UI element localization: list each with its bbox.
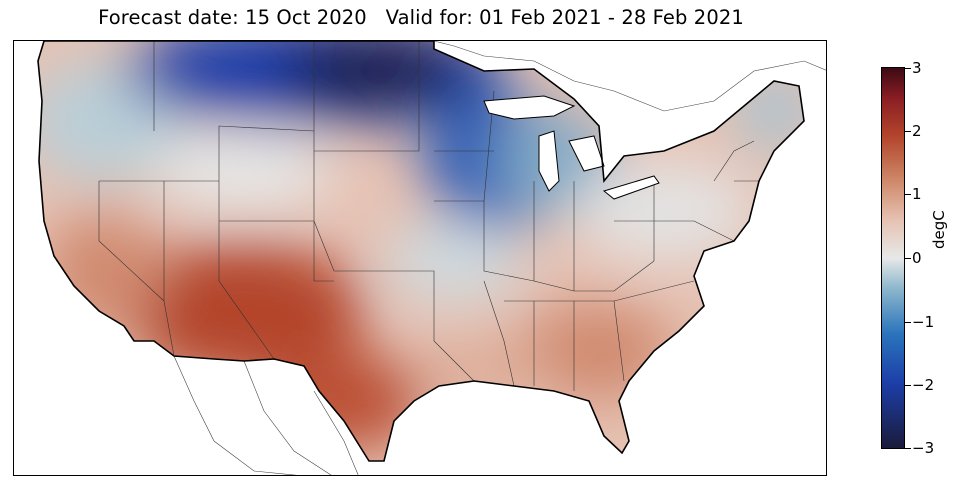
map-frame [13, 40, 827, 476]
great-lakes [483, 95, 660, 200]
colorbar-tick-label: 2 [912, 122, 922, 140]
colorbar-tick-label: −3 [912, 439, 935, 457]
colorbar-tick [905, 131, 911, 132]
colorbar-tick [905, 258, 911, 259]
colorbar-tick-label: 0 [912, 249, 922, 267]
state-borders [98, 41, 759, 391]
colorbar-tick-label: −2 [912, 376, 935, 394]
colorbar-tick [905, 322, 911, 323]
colorbar-tick-label: 1 [912, 185, 922, 203]
colorbar-tick [905, 194, 911, 195]
colorbar-tick [905, 448, 911, 449]
colorbar-tick-label: −1 [912, 313, 935, 331]
colorbar-tick [905, 385, 911, 386]
forecast-title: Forecast date: 15 Oct 2020 Valid for: 01… [98, 6, 744, 29]
colorbar-label: degC [930, 210, 948, 249]
colorbar [881, 67, 905, 449]
colorbar-tick [905, 68, 911, 69]
anomaly-map [14, 41, 826, 475]
colorbar-tick-label: 3 [912, 59, 922, 77]
